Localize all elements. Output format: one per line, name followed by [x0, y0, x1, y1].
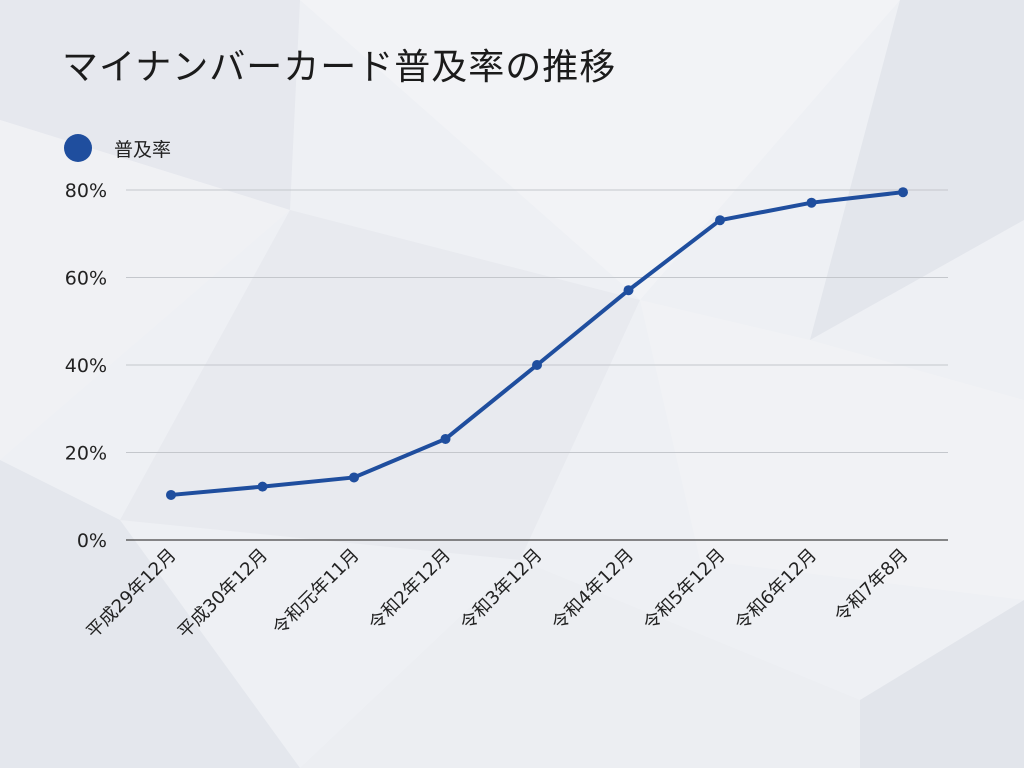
- y-tick-label: 80%: [65, 180, 107, 202]
- data-point: [898, 187, 908, 198]
- data-point: [806, 197, 817, 208]
- data-point: [715, 215, 725, 226]
- data-point: [440, 433, 451, 444]
- data-point: [166, 489, 176, 500]
- x-tick-label: 令和7年8月: [831, 545, 913, 627]
- data-point: [349, 472, 359, 483]
- y-tick-label: 0%: [77, 530, 107, 552]
- y-tick-label: 40%: [65, 355, 107, 377]
- data-point: [532, 360, 542, 370]
- series-line: [169, 190, 905, 497]
- data-point: [623, 285, 634, 296]
- x-tick-label: 令和2年12月: [365, 545, 455, 635]
- x-tick-label: 令和5年12月: [639, 545, 729, 635]
- legend-marker: [64, 134, 92, 162]
- y-tick-label: 60%: [65, 268, 107, 290]
- x-tick-label: 平成30年12月: [174, 545, 272, 643]
- data-point: [257, 481, 268, 492]
- legend: 普及率: [64, 134, 171, 162]
- x-tick-label: 平成29年12月: [82, 545, 180, 643]
- chart-title: マイナンバーカード普及率の推移: [62, 47, 617, 88]
- x-tick-label: 令和元年11月: [269, 545, 364, 640]
- x-tick-label: 令和3年12月: [456, 545, 546, 635]
- legend-label: 普及率: [114, 138, 172, 161]
- y-tick-label: 20%: [65, 443, 107, 465]
- x-tick-label: 令和6年12月: [731, 545, 821, 635]
- x-tick-label: 令和4年12月: [548, 545, 638, 635]
